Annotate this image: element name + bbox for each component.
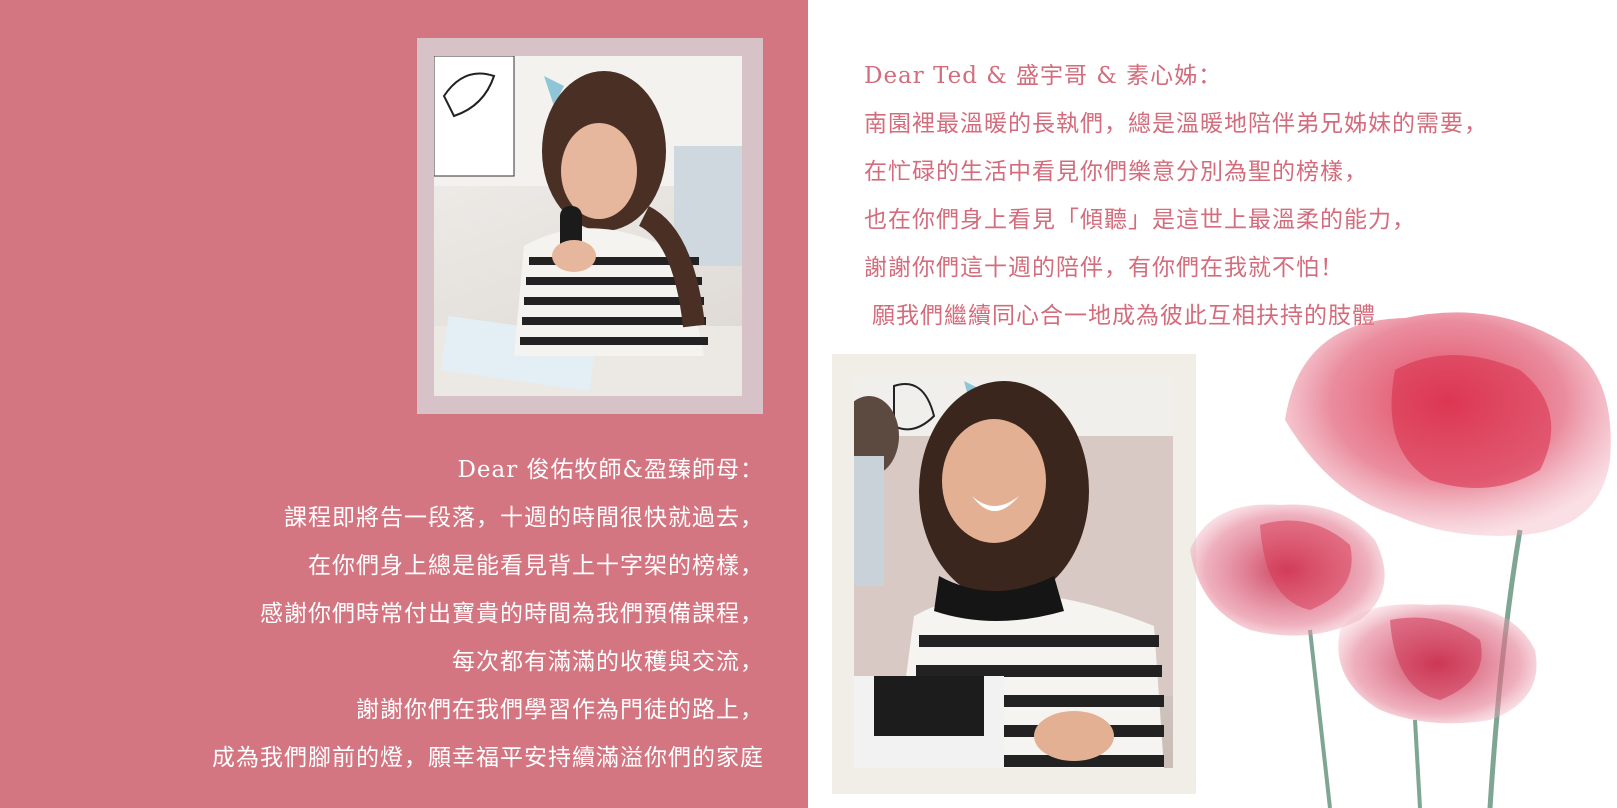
photo-frame-microphone (417, 38, 763, 414)
letter-line: 在你們身上總是能看見背上十字架的榜樣， (308, 553, 764, 579)
letter-line: 課程即將告一段落，十週的時間很快就過去， (284, 505, 764, 531)
letter-to-elders: Dear Ted & 盛宇哥 & 素心姊： 南園裡最溫暖的長執們，總是溫暖地陪伴… (864, 52, 1604, 340)
letter-greeting: Dear Ted & 盛宇哥 & 素心姊： (864, 63, 1223, 89)
letter-line: 成為我們腳前的燈，願幸福平安持續滿溢你們的家庭 (212, 745, 764, 771)
letter-line: 南園裡最溫暖的長執們，總是溫暖地陪伴弟兄姊妹的需要， (864, 111, 1488, 137)
letter-line: 願我們繼續同心合一地成為彼此互相扶持的肢體 (872, 303, 1376, 329)
letter-line: 在忙碌的生活中看見你們樂意分別為聖的榜樣， (864, 159, 1368, 185)
photo-frame-laughing (832, 354, 1196, 794)
letter-line: 每次都有滿滿的收穫與交流， (452, 649, 764, 675)
photo-woman-with-microphone (434, 56, 742, 396)
letter-to-pastor: Dear 俊佑牧師&盈臻師母： 課程即將告一段落，十週的時間很快就過去， 在你們… (100, 446, 764, 782)
letter-line: 謝謝你們這十週的陪伴，有你們在我就不怕！ (864, 255, 1344, 281)
watercolor-flowers (1190, 312, 1611, 808)
letter-line: 也在你們身上看見「傾聽」是這世上最溫柔的能力， (864, 207, 1416, 233)
letter-line: 感謝你們時常付出寶貴的時間為我們預備課程， (260, 601, 764, 627)
photo-woman-laughing (854, 376, 1173, 768)
letter-line: 謝謝你們在我們學習作為門徒的路上， (356, 697, 764, 723)
letter-greeting: Dear 俊佑牧師&盈臻師母： (457, 457, 764, 483)
